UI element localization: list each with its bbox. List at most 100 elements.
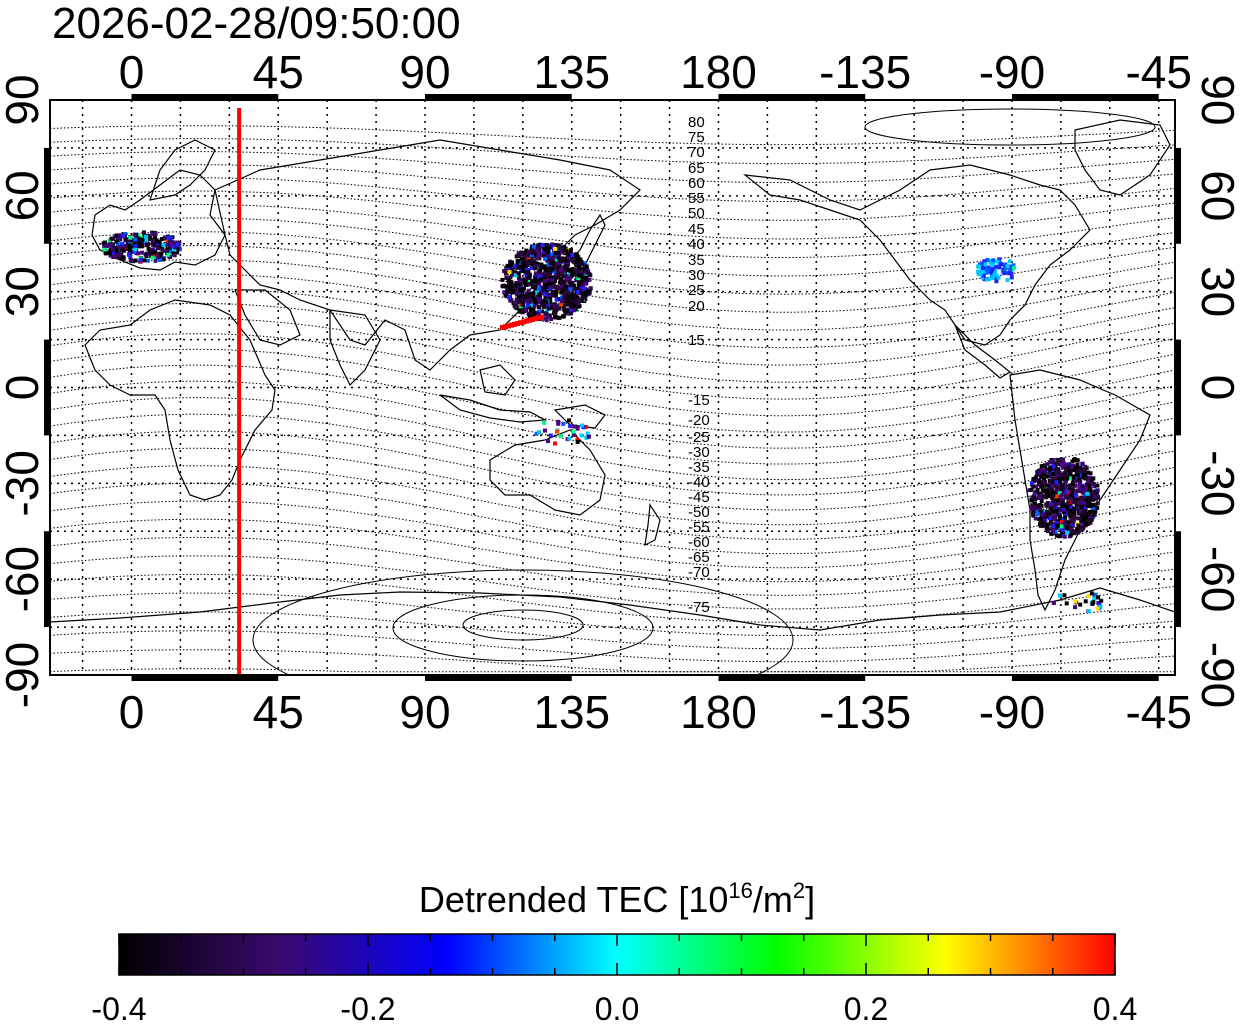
contour-label: 65: [688, 160, 705, 177]
x-tick-label: -135: [819, 46, 911, 98]
tec-dot: [546, 314, 551, 319]
tec-dot: [118, 233, 123, 238]
tec-dot: [540, 265, 545, 270]
contour-line: [50, 573, 1175, 623]
colorbar-tick-label: -0.4: [91, 991, 146, 1024]
tec-dot: [1060, 503, 1065, 508]
tec-dot: [1064, 489, 1069, 494]
tec-dot: [560, 279, 565, 284]
tec-dot: [1041, 512, 1046, 517]
tec-dot: [539, 314, 544, 320]
tec-dot: [153, 235, 157, 240]
tec-dot: [1091, 481, 1096, 486]
y-tick-label: 30: [0, 266, 48, 317]
y-tick-label: -30: [0, 450, 48, 516]
x-tick-label: 0: [119, 686, 145, 738]
tec-dot: [545, 250, 550, 255]
tec-dot: [563, 284, 568, 289]
tec-dot: [1084, 515, 1089, 520]
tec-dot: [1078, 500, 1083, 505]
tec-dot: [1073, 488, 1078, 493]
tec-dot: [104, 244, 109, 249]
contour-line: [50, 536, 1175, 596]
tec-dot: [564, 261, 568, 266]
x-tick-label: 90: [399, 46, 450, 98]
tec-dot: [1078, 528, 1083, 533]
tec-dot: [1066, 468, 1071, 473]
tec-dot: [529, 265, 534, 270]
tec-dot: [518, 287, 523, 292]
tec-dot: [1044, 522, 1049, 527]
tec-dot: [153, 239, 158, 244]
tec-dot: [542, 283, 547, 288]
tec-dot: [568, 424, 573, 429]
tec-dot: [549, 302, 554, 307]
tec-dot: [1069, 511, 1073, 516]
tec-dot: [546, 262, 551, 267]
tec-dot: [532, 254, 537, 259]
tec-dot: [570, 296, 575, 301]
contour-line: [50, 151, 1175, 184]
tec-dot: [1090, 601, 1095, 606]
tec-dot: [1011, 263, 1016, 268]
contour-line: [50, 288, 1175, 366]
tec-dot: [1083, 476, 1088, 481]
tec-dot: [537, 297, 542, 302]
tec-dot: [567, 257, 572, 262]
tec-dot: [584, 264, 589, 269]
contour-label: 70: [688, 144, 705, 161]
tec-dot: [1095, 606, 1100, 611]
tec-dot: [1076, 503, 1081, 508]
tec-dot: [1084, 522, 1088, 527]
tec-dot: [555, 246, 560, 251]
tec-dot: [1080, 490, 1085, 494]
contour-label: 80: [688, 114, 705, 131]
tec-dot: [167, 246, 172, 251]
axis-bar-segment: [131, 94, 279, 100]
tec-dot: [526, 299, 531, 304]
tec-dot: [1078, 470, 1083, 475]
tec-dot: [165, 247, 170, 252]
tec-dot: [543, 256, 548, 261]
tec-dot: [540, 299, 545, 303]
tec-dot: [984, 267, 989, 272]
tec-dot: [1092, 494, 1097, 499]
tec-dot: [1052, 498, 1057, 503]
x-tick-label: -45: [1125, 46, 1191, 98]
tec-dot: [522, 280, 527, 285]
tec-dot: [566, 302, 571, 307]
tec-dot: [577, 273, 582, 278]
tec-dot: [1064, 522, 1069, 527]
tec-dot: [543, 275, 548, 280]
tec-dot: [564, 259, 569, 263]
tec-dot: [1055, 523, 1060, 528]
tec-dot: [1086, 515, 1091, 520]
colorbar-tick-label: 0.2: [844, 991, 888, 1024]
tec-dot: [557, 244, 562, 249]
tec-dot: [1065, 530, 1070, 535]
tec-dot: [1054, 474, 1059, 479]
x-tick-label: 45: [253, 686, 304, 738]
contour-label: 20: [688, 298, 705, 315]
tec-dot: [1079, 514, 1084, 519]
tec-dot: [555, 249, 560, 254]
tec-dot: [1005, 278, 1010, 283]
tec-dot: [1046, 483, 1051, 488]
tec-dot: [500, 325, 505, 330]
tec-dot: [513, 285, 517, 290]
tec-dot: [548, 286, 553, 291]
tec-dot: [588, 286, 593, 291]
tec-dot: [1073, 493, 1078, 498]
tec-dot: [136, 251, 141, 256]
tec-dot: [569, 304, 574, 309]
tec-dot: [1056, 533, 1061, 538]
tec-dot: [575, 437, 580, 442]
tec-dot: [554, 243, 559, 248]
tec-dot: [108, 251, 112, 256]
contour-line: [50, 611, 1175, 650]
x-tick-label: 180: [680, 46, 757, 98]
tec-dot: [1072, 499, 1077, 504]
tec-dot: [1073, 605, 1078, 610]
tec-dot: [1064, 467, 1068, 472]
tec-dot: [132, 232, 137, 237]
